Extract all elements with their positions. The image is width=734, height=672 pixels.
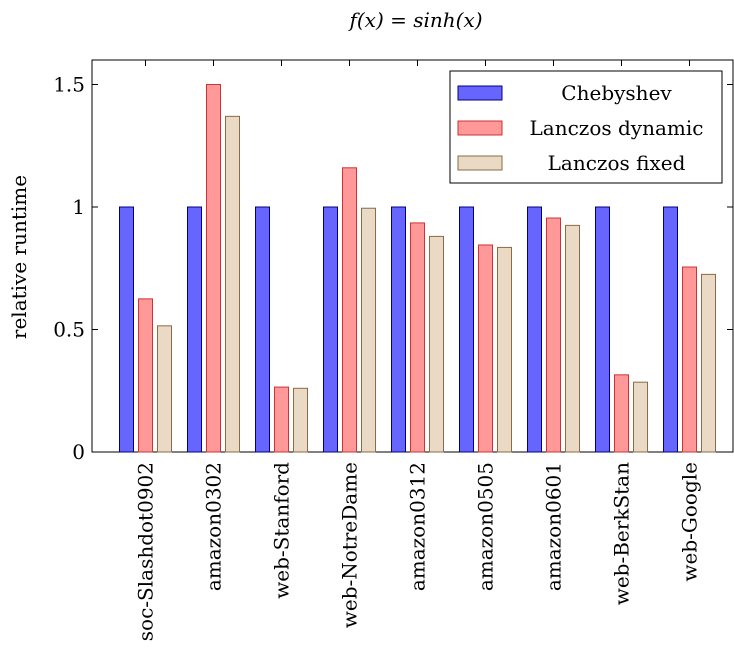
bar-chebyshev [323, 206, 338, 453]
legend-label: Chebyshev [561, 81, 672, 105]
legend-label: Lanczos dynamic [530, 116, 704, 140]
legend-swatch [457, 155, 503, 171]
x-tick-label: web-NotreDame [338, 462, 362, 628]
bar-lanczos-fixed [633, 381, 648, 453]
bar-lanczos-fixed [157, 325, 172, 453]
y-axis-label: relative runtime [7, 175, 31, 339]
bar-lanczos-dynamic [410, 222, 425, 453]
x-tick-label: amazon0505 [474, 462, 498, 591]
bar-chebyshev [527, 206, 542, 453]
legend-swatch [457, 120, 503, 136]
bar-lanczos-dynamic [342, 167, 357, 453]
y-tick-label: 0.5 [53, 318, 85, 342]
x-tick-label: web-BerkStan [610, 462, 634, 605]
bar-lanczos-fixed [701, 273, 716, 453]
bar-lanczos-fixed [361, 207, 376, 453]
bar-lanczos-dynamic [546, 217, 561, 453]
bar-lanczos-dynamic [614, 374, 629, 453]
y-tick-label: 0 [72, 440, 85, 464]
x-tick-label: amazon0312 [406, 462, 430, 591]
x-tick-label: web-Google [678, 462, 702, 582]
bar-chebyshev [119, 206, 134, 453]
bar-lanczos-fixed [429, 235, 444, 453]
bar-chebyshev [595, 206, 610, 453]
legend-label: Lanczos fixed [548, 151, 686, 175]
bar-chebyshev [187, 206, 202, 453]
legend: Chebyshev Lanczos dynamic Lanczos fixed [449, 70, 723, 184]
bar-chebyshev [391, 206, 406, 453]
plot-area: 0 0.5 1 1.5 soc-Slashdot0902 amazon0302 web-St… [53, 59, 734, 641]
svg-text:f(x) = sinh(x): f(x) = sinh(x) [347, 8, 482, 32]
bar-chebyshev [459, 206, 474, 453]
bar-chebyshev [255, 206, 270, 453]
bar-chebyshev [663, 206, 678, 453]
bar-lanczos-dynamic [478, 244, 493, 453]
bar-lanczos-dynamic [138, 298, 153, 453]
chart-title: f(x) = sinh(x) [347, 8, 482, 32]
y-tick-label: 1 [72, 195, 85, 219]
bar-lanczos-dynamic [274, 386, 289, 453]
y-tick-label: 1.5 [53, 73, 85, 97]
bar-lanczos-dynamic [206, 84, 221, 453]
bar-lanczos-fixed [497, 246, 512, 453]
x-tick-label: amazon0601 [542, 462, 566, 591]
x-tick-label: amazon0302 [202, 462, 226, 591]
bar-lanczos-fixed [225, 115, 240, 453]
legend-swatch [457, 85, 503, 101]
x-tick-label: web-Stanford [270, 462, 294, 599]
bar-lanczos-dynamic [682, 266, 697, 453]
bar-lanczos-fixed [293, 387, 308, 453]
bar-lanczos-fixed [565, 224, 580, 453]
x-tick-label: soc-Slashdot0902 [134, 462, 158, 641]
